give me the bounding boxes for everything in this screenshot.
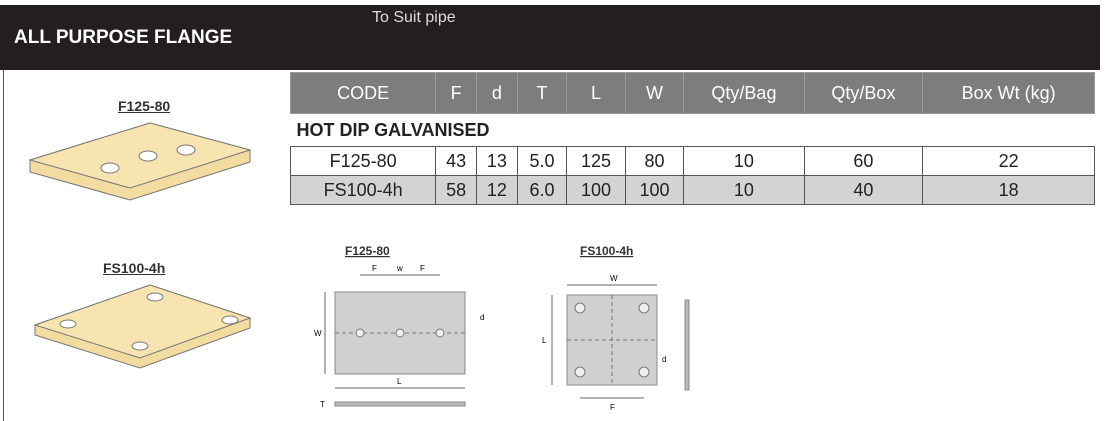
cell: 125: [567, 147, 625, 176]
cell: F125-80: [291, 147, 436, 176]
dim-label: w: [396, 264, 403, 273]
column-header: Qty/Box: [804, 73, 923, 114]
cell: 6.0: [517, 176, 567, 205]
section-row: HOT DIP GALVANISED: [291, 114, 1095, 147]
cell: 80: [625, 147, 683, 176]
diagrams: F125-80 F w F W d L T FS100-4h W L d F: [290, 240, 750, 421]
cell: 18: [923, 176, 1095, 205]
section-label: HOT DIP GALVANISED: [291, 114, 1095, 147]
page: ALL PURPOSE FLANGE To Suit pipe F125-80 …: [0, 0, 1105, 421]
dim-label: L: [542, 336, 547, 345]
cell: 60: [804, 147, 923, 176]
column-header: T: [517, 73, 567, 114]
diagram-label: F125-80: [345, 244, 390, 258]
cell: 58: [436, 176, 477, 205]
cell: 100: [625, 176, 683, 205]
dim-label: W: [610, 274, 618, 283]
column-header: d: [476, 73, 517, 114]
cell: 22: [923, 147, 1095, 176]
dim-label: d: [662, 355, 666, 364]
cell: 40: [804, 176, 923, 205]
column-header: L: [567, 73, 625, 114]
diagram-label: FS100-4h: [580, 244, 633, 258]
column-header: Qty/Bag: [684, 73, 804, 114]
column-header: W: [625, 73, 683, 114]
dim-label: F: [420, 264, 425, 273]
subtitle: To Suit pipe: [372, 9, 456, 27]
dim-label: F: [610, 403, 615, 412]
column-header: CODE: [291, 73, 436, 114]
cell: 13: [476, 147, 517, 176]
cell: 12: [476, 176, 517, 205]
cell: 100: [567, 176, 625, 205]
cell: FS100-4h: [291, 176, 436, 205]
column-header: F: [436, 73, 477, 114]
cell: 10: [684, 176, 804, 205]
dim-label: T: [320, 400, 325, 409]
cell: 43: [436, 147, 477, 176]
dim-label: W: [314, 329, 322, 338]
cell: 5.0: [517, 147, 567, 176]
dim-label: F: [372, 264, 377, 273]
dim-label: L: [397, 377, 402, 386]
product-images: [0, 0, 290, 421]
column-header: Box Wt (kg): [923, 73, 1095, 114]
cell: 10: [684, 147, 804, 176]
dim-label: d: [480, 313, 484, 322]
